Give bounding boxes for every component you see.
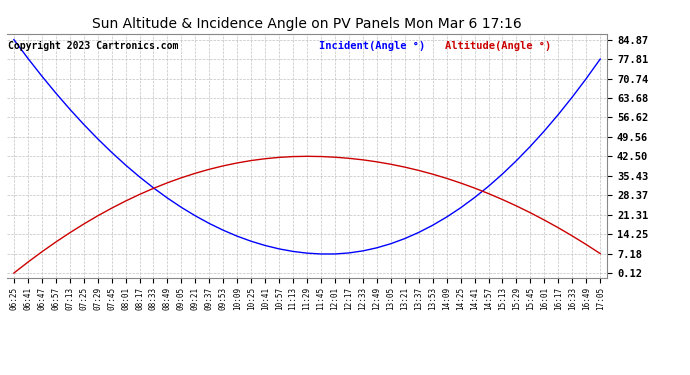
Title: Sun Altitude & Incidence Angle on PV Panels Mon Mar 6 17:16: Sun Altitude & Incidence Angle on PV Pan…	[92, 17, 522, 31]
Text: Incident(Angle °): Incident(Angle °)	[319, 41, 425, 51]
Text: Altitude(Angle °): Altitude(Angle °)	[445, 41, 551, 51]
Text: Copyright 2023 Cartronics.com: Copyright 2023 Cartronics.com	[8, 41, 179, 51]
